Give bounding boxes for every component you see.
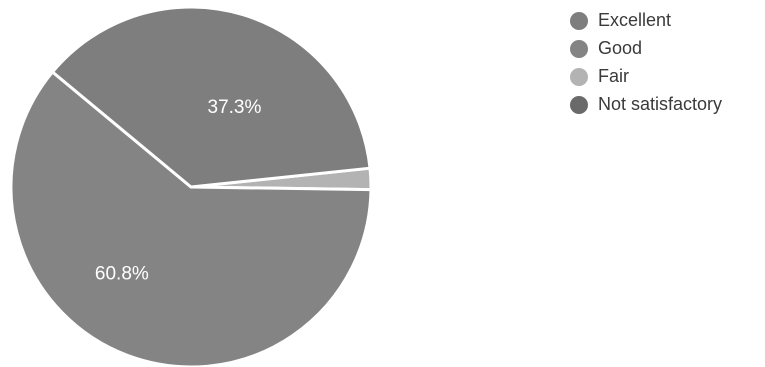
- legend-swatch: [570, 68, 588, 86]
- legend-item-fair: Fair: [570, 66, 629, 86]
- legend-label: Fair: [598, 66, 629, 86]
- pie-slice-labels: 60.8% 37.3%: [95, 97, 262, 284]
- pie-slice-good: [9, 70, 373, 367]
- legend-item-not-satisfactory: Not satisfactory: [570, 94, 722, 114]
- pie-slices: [9, 5, 373, 367]
- legend-item-good: Good: [570, 38, 642, 58]
- slice-label-good: 60.8%: [95, 264, 149, 285]
- legend-label: Excellent: [598, 10, 671, 30]
- legend-swatch: [570, 96, 588, 114]
- legend: Excellent Good Fair Not satisfactory: [570, 10, 722, 114]
- legend-item-excellent: Excellent: [570, 10, 671, 30]
- legend-label: Not satisfactory: [598, 94, 722, 114]
- legend-label: Good: [598, 38, 642, 58]
- legend-swatch: [570, 12, 588, 30]
- slice-label-excellent: 37.3%: [208, 97, 262, 118]
- pie-slice-excellent: [51, 5, 372, 189]
- legend-swatch: [570, 40, 588, 58]
